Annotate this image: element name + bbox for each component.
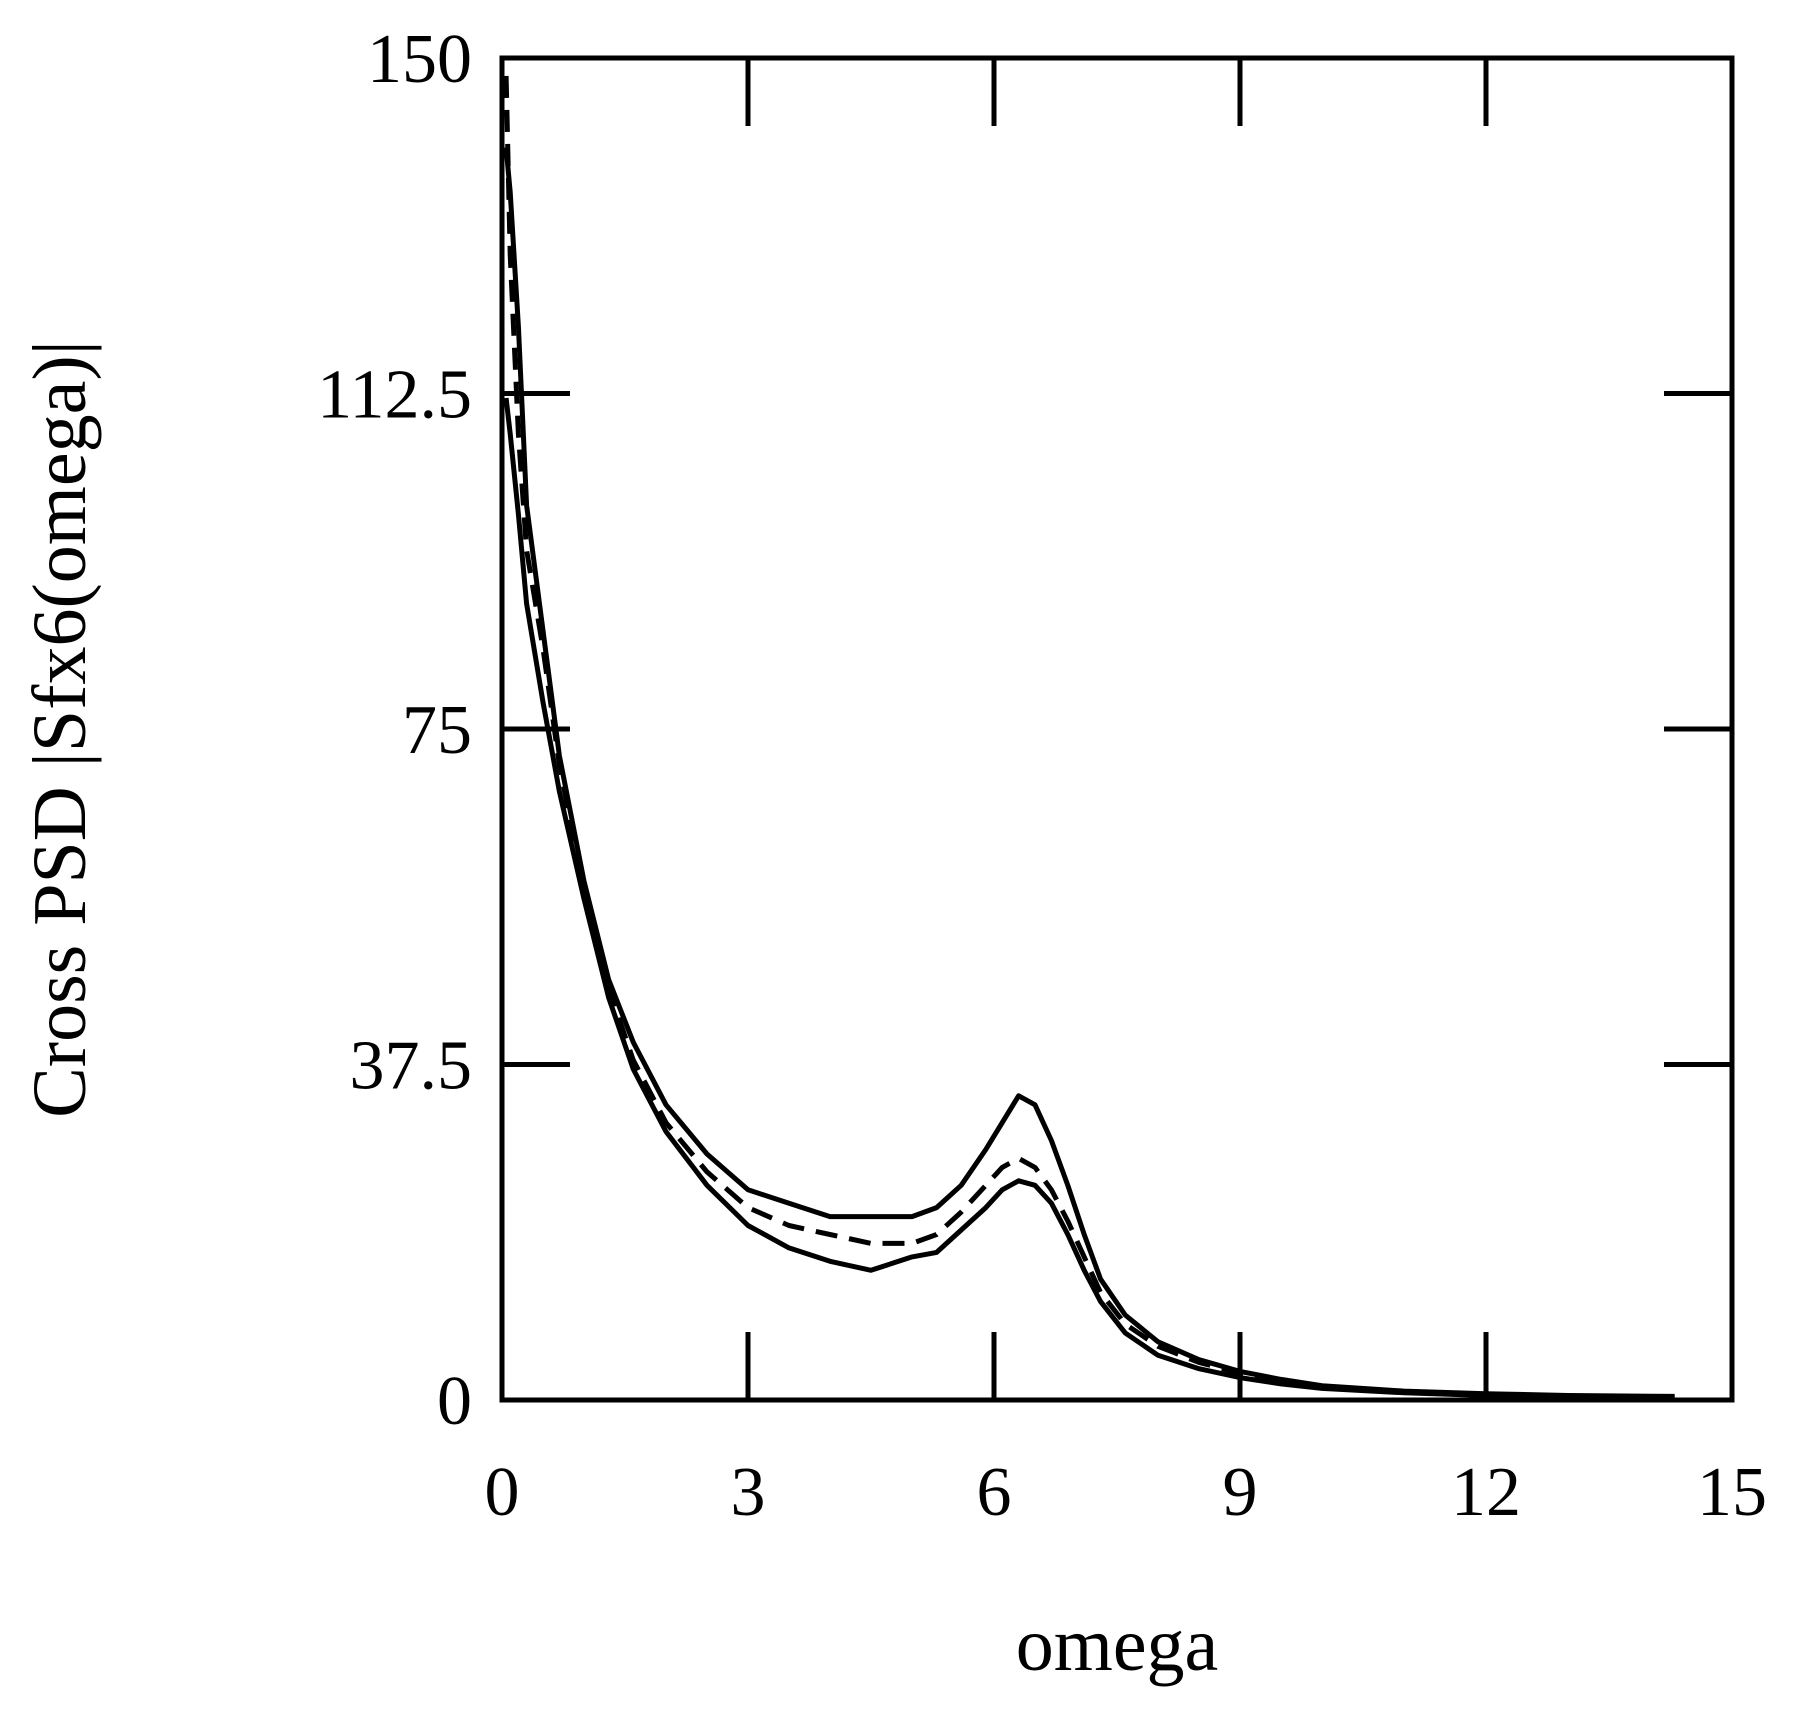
x-tick-label: 15 — [1697, 1454, 1767, 1531]
x-tick-label: 3 — [731, 1454, 766, 1531]
y-axis-title: Cross PSD |Sfx6(omega)| — [18, 340, 102, 1118]
series-line-3 — [503, 397, 1675, 1401]
x-axis-title: omega — [1016, 1603, 1219, 1687]
plot-frame — [499, 55, 1735, 1403]
y-tick-label: 112.5 — [317, 357, 472, 434]
x-tick-label: 6 — [977, 1454, 1012, 1531]
y-tick-label: 75 — [402, 692, 472, 769]
series-layer — [503, 75, 1675, 1401]
x-tick-label: 12 — [1451, 1454, 1521, 1531]
y-tick-label: 37.5 — [350, 1028, 473, 1105]
y-tick-label: 0 — [437, 1363, 472, 1440]
x-tick-label: 0 — [485, 1454, 520, 1531]
x-tick-label: 9 — [1223, 1454, 1258, 1531]
y-tick-label: 150 — [367, 21, 472, 98]
series-line-1 — [503, 147, 1675, 1399]
ticks-layer — [499, 55, 1735, 1403]
series-line-2 — [503, 75, 1675, 1400]
